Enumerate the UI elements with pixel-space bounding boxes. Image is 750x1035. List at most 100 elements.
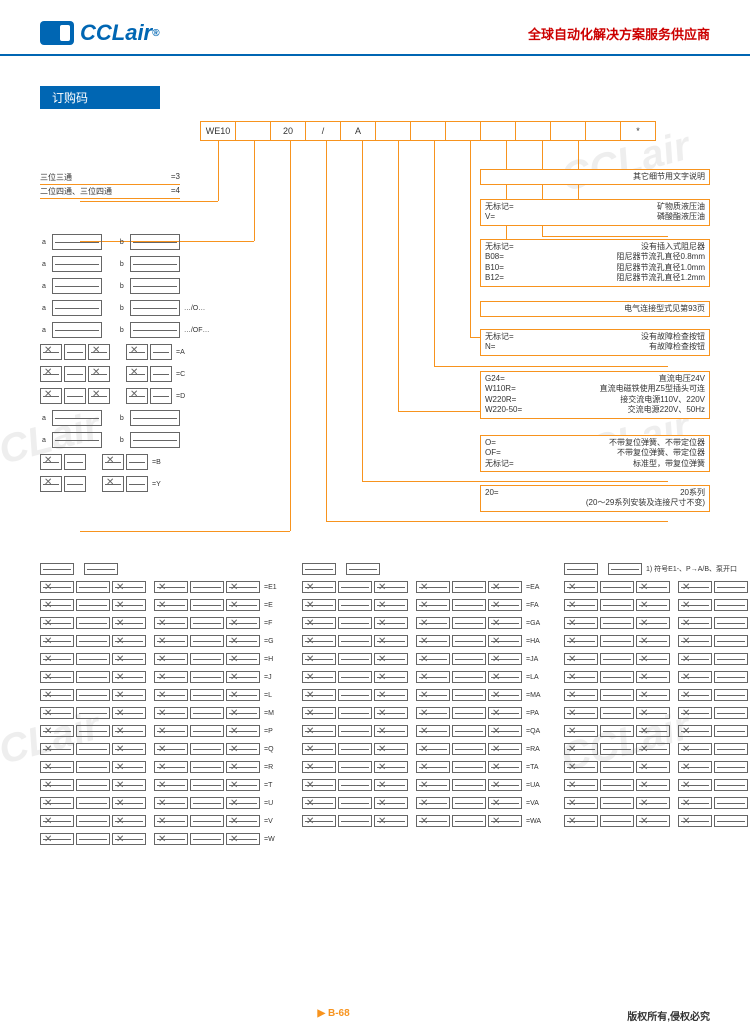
callout-box: 无标记=矿物质液压油V=磷酸酯液压油 xyxy=(480,199,710,226)
matrix-code: =E xyxy=(264,602,282,609)
valve-symbol xyxy=(40,454,62,470)
symbol-row: =EB xyxy=(564,578,750,596)
valve-symbol xyxy=(190,833,224,845)
symbol-row: =F xyxy=(40,614,282,632)
valve-symbol xyxy=(600,725,634,737)
code-box: WE10 xyxy=(200,121,236,141)
valve-symbol xyxy=(374,725,408,737)
valve-symbol xyxy=(374,743,408,755)
valve-symbol xyxy=(40,476,62,492)
symbol-row: =TA xyxy=(302,758,544,776)
valve-symbol xyxy=(226,725,260,737)
valve-symbol xyxy=(302,815,336,827)
page-header: CCLair® 全球自动化解决方案服务供应商 xyxy=(0,0,750,56)
valve-symbol xyxy=(40,617,74,629)
callout-row: B08=阻尼器节流孔直径0.8mm xyxy=(485,252,705,262)
callout-box: 其它细节用文字说明 xyxy=(480,169,710,185)
symbol-row xyxy=(40,560,282,578)
valve-symbol xyxy=(64,476,86,492)
valve-symbol xyxy=(678,797,712,809)
symbol-row: =RA xyxy=(302,740,544,758)
valve-symbol xyxy=(226,761,260,773)
code-box: * xyxy=(620,121,656,141)
matrix-code: =EA xyxy=(526,584,544,591)
symbol-row: =QA xyxy=(302,722,544,740)
callout-value: 20系列 xyxy=(535,488,705,498)
callout-value: 直流电磁铁使用Z5型插头可连 xyxy=(535,384,705,394)
valve-symbol xyxy=(154,689,188,701)
type-table: 三位三通 =3 二位四通、三位四通 =4 xyxy=(40,171,180,199)
valve-symbol xyxy=(112,671,146,683)
valve-symbol xyxy=(488,581,522,593)
valve-symbol xyxy=(126,388,148,404)
valve-symbol xyxy=(76,689,110,701)
valve-symbol xyxy=(488,779,522,791)
valve-symbol xyxy=(714,581,748,593)
symbol-row: =MB xyxy=(564,686,750,704)
valve-symbol xyxy=(76,815,110,827)
valve-symbol xyxy=(374,815,408,827)
valve-symbol xyxy=(76,635,110,647)
callout-value: 接交流电源110V、220V xyxy=(535,395,705,405)
valve-symbol xyxy=(190,635,224,647)
valve-symbol xyxy=(112,743,146,755)
valve-symbol xyxy=(302,617,336,629)
valve-symbol xyxy=(76,599,110,611)
valve-symbol xyxy=(64,454,86,470)
valve-symbol xyxy=(102,476,124,492)
type-label: 二位四通、三位四通 xyxy=(40,186,112,197)
valve-symbol xyxy=(154,599,188,611)
valve-symbol xyxy=(600,635,634,647)
valve-symbol xyxy=(714,689,748,701)
valve-symbol xyxy=(488,725,522,737)
symbol-row: =PA xyxy=(302,704,544,722)
code-box: / xyxy=(305,121,341,141)
valve-symbol xyxy=(226,599,260,611)
valve-symbol xyxy=(302,761,336,773)
callout-row: W110R=直流电磁铁使用Z5型插头可连 xyxy=(485,384,705,394)
callout-row: 无标记=没有故障检查按钮 xyxy=(485,332,705,342)
valve-symbol xyxy=(226,815,260,827)
valve-symbol xyxy=(76,779,110,791)
valve-symbol xyxy=(714,761,748,773)
valve-symbol xyxy=(416,815,450,827)
valve-symbol xyxy=(40,761,74,773)
symbol-row: =RB xyxy=(564,740,750,758)
valve-symbol xyxy=(452,653,486,665)
symbol-row: =MA xyxy=(302,686,544,704)
valve-symbol xyxy=(416,635,450,647)
callout-value: 不带复位弹簧、不带定位器 xyxy=(535,438,705,448)
callout-row: W220R=接交流电源110V、220V xyxy=(485,395,705,405)
valve-symbol xyxy=(374,707,408,719)
symbol-row xyxy=(302,560,544,578)
callout-value: 交流电源220V、50Hz xyxy=(535,405,705,415)
callout-box: 20=20系列(20～29系列安装及连接尺寸不变) xyxy=(480,485,710,512)
valve-symbol xyxy=(374,617,408,629)
valve-symbol xyxy=(150,344,172,360)
code-box-row: WE1020/A* xyxy=(200,121,710,141)
callout-row: 无标记=没有插入式阻尼器 xyxy=(485,242,705,252)
valve-symbol xyxy=(154,653,188,665)
symbol-row: =JB xyxy=(564,650,750,668)
callout-key xyxy=(485,304,535,314)
valve-symbol xyxy=(416,653,450,665)
valve-symbol xyxy=(338,671,372,683)
matrix-code: =L xyxy=(264,692,282,699)
callout-row: 无标记=矿物质液压油 xyxy=(485,202,705,212)
valve-symbol xyxy=(678,671,712,683)
valve-symbol xyxy=(488,689,522,701)
valve-symbol xyxy=(112,653,146,665)
valve-symbol xyxy=(636,725,670,737)
valve-symbol xyxy=(226,689,260,701)
valve-symbol xyxy=(374,635,408,647)
valve-symbol xyxy=(608,563,642,575)
valve-symbol xyxy=(452,707,486,719)
valve-symbol xyxy=(678,635,712,647)
valve-symbol xyxy=(302,653,336,665)
valve-symbol xyxy=(190,617,224,629)
callout-box: G24=直流电压24VW110R=直流电磁铁使用Z5型插头可连W220R=接交流… xyxy=(480,371,710,419)
symbol-row: =WB xyxy=(564,812,750,830)
valve-symbol xyxy=(226,833,260,845)
valve-symbol xyxy=(416,725,450,737)
callout-box: 无标记=没有故障检查按钮N=有故障检查按钮 xyxy=(480,329,710,356)
